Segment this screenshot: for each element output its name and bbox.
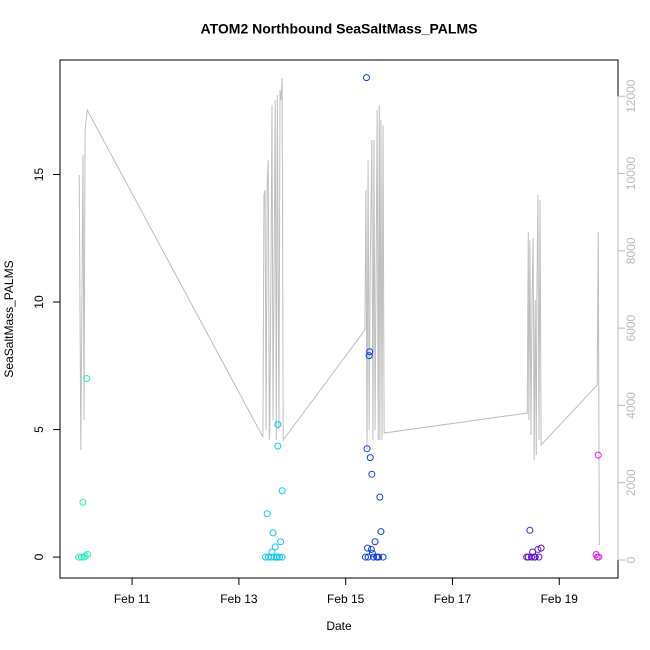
data-point <box>364 553 372 561</box>
y-tick-label: 10 <box>32 295 46 309</box>
data-point <box>273 553 281 561</box>
altitude-line <box>78 78 600 545</box>
chart-title: ATOM2 Northbound SeaSaltMass_PALMS <box>201 21 478 37</box>
data-point <box>537 544 545 552</box>
data-point <box>270 553 278 561</box>
data-point <box>362 74 370 82</box>
data-point <box>262 553 270 561</box>
y2-tick-label: 8000 <box>624 237 638 264</box>
data-point <box>531 553 539 561</box>
data-point <box>363 445 371 453</box>
x-tick-label: Feb 17 <box>434 592 472 606</box>
y-tick-label: 15 <box>32 168 46 182</box>
x-tick-label: Feb 13 <box>220 592 258 606</box>
data-point <box>277 538 285 546</box>
x-tick-label: Feb 11 <box>114 592 151 606</box>
data-point <box>594 451 602 459</box>
data-point <box>368 470 376 478</box>
y2-tick-label: 4000 <box>624 392 638 419</box>
data-point <box>84 551 92 559</box>
data-point <box>364 544 372 552</box>
data-point <box>269 529 277 537</box>
x-tick-label: Feb 15 <box>327 592 365 606</box>
data-point <box>534 545 542 553</box>
data-point <box>369 553 377 561</box>
data-point <box>75 553 83 561</box>
data-point <box>379 553 387 561</box>
plot-frame <box>59 59 619 579</box>
data-point <box>535 553 543 561</box>
data-point <box>368 549 376 557</box>
y2-tick-label: 2000 <box>624 469 638 496</box>
y2-tick-label: 6000 <box>624 314 638 341</box>
data-point <box>79 498 87 506</box>
data-point <box>367 545 375 553</box>
data-point <box>278 487 286 495</box>
data-point <box>263 510 271 518</box>
y2-tick-label: 0 <box>624 556 638 563</box>
data-point <box>274 420 282 428</box>
data-point <box>83 375 91 383</box>
x-tick-label: Feb 19 <box>541 592 579 606</box>
data-point <box>77 553 85 561</box>
data-point <box>274 442 282 450</box>
data-point <box>527 553 535 561</box>
data-point <box>377 528 385 536</box>
y-tick-label: 5 <box>32 426 46 433</box>
data-point <box>361 553 369 561</box>
data-point <box>376 493 384 501</box>
data-point <box>366 454 374 462</box>
y2-tick-label: 12000 <box>624 79 638 113</box>
data-point <box>526 526 534 534</box>
data-point <box>371 538 379 546</box>
data-point <box>595 553 603 561</box>
y2-tick-label: 10000 <box>624 157 638 191</box>
y-tick-label: 0 <box>32 553 46 560</box>
data-point <box>275 553 283 561</box>
data-point <box>271 543 279 551</box>
data-point <box>278 553 286 561</box>
data-point <box>375 553 383 561</box>
data-point <box>365 352 373 360</box>
data-point <box>366 348 374 356</box>
y-axis-label: SeaSaltMass_PALMS <box>2 260 16 377</box>
x-axis-label: Date <box>326 619 352 633</box>
